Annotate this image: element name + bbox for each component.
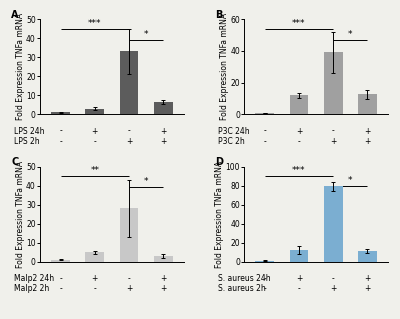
Text: S. aureus 2h: S. aureus 2h xyxy=(218,285,266,293)
Text: +: + xyxy=(364,127,371,136)
Bar xyxy=(324,52,343,114)
Y-axis label: Fold Expression TNFa mRNA: Fold Expression TNFa mRNA xyxy=(215,160,224,268)
Text: +: + xyxy=(364,285,371,293)
Text: +: + xyxy=(330,285,336,293)
Text: ***: *** xyxy=(292,19,306,28)
Text: -: - xyxy=(263,285,266,293)
Text: +: + xyxy=(364,137,371,146)
Y-axis label: Fold Expression TNFa mRNA: Fold Expression TNFa mRNA xyxy=(16,13,25,120)
Bar xyxy=(85,252,104,262)
Text: -: - xyxy=(263,274,266,283)
Y-axis label: Fold Expression TNFa mRNA: Fold Expression TNFa mRNA xyxy=(220,13,229,120)
Bar xyxy=(51,112,70,114)
Bar xyxy=(154,102,173,114)
Text: -: - xyxy=(94,285,96,293)
Text: D: D xyxy=(216,157,224,167)
Text: ***: *** xyxy=(88,19,102,28)
Text: -: - xyxy=(128,127,130,136)
Text: +: + xyxy=(92,127,98,136)
Text: +: + xyxy=(160,137,166,146)
Text: P3C 2h: P3C 2h xyxy=(218,137,245,146)
Text: *: * xyxy=(348,175,352,185)
Text: Malp2 2h: Malp2 2h xyxy=(14,285,49,293)
Text: -: - xyxy=(332,127,334,136)
Bar xyxy=(255,261,274,262)
Text: -: - xyxy=(263,127,266,136)
Bar xyxy=(51,260,70,262)
Bar xyxy=(120,208,138,262)
Text: *: * xyxy=(144,30,148,39)
Text: A: A xyxy=(11,10,19,20)
Bar xyxy=(120,51,138,114)
Text: C: C xyxy=(11,157,18,167)
Text: *: * xyxy=(348,30,352,39)
Bar xyxy=(154,256,173,262)
Bar xyxy=(255,113,274,114)
Text: +: + xyxy=(296,127,302,136)
Bar xyxy=(290,95,308,114)
Text: LPS 2h: LPS 2h xyxy=(14,137,40,146)
Text: -: - xyxy=(332,274,334,283)
Text: -: - xyxy=(59,127,62,136)
Text: +: + xyxy=(330,137,336,146)
Text: +: + xyxy=(160,285,166,293)
Text: +: + xyxy=(92,274,98,283)
Text: -: - xyxy=(298,137,300,146)
Text: LPS 24h: LPS 24h xyxy=(14,127,45,136)
Text: -: - xyxy=(263,137,266,146)
Text: -: - xyxy=(128,274,130,283)
Text: +: + xyxy=(126,285,132,293)
Text: P3C 24h: P3C 24h xyxy=(218,127,250,136)
Text: -: - xyxy=(94,137,96,146)
Y-axis label: Fold Expression TNFa mRNA: Fold Expression TNFa mRNA xyxy=(16,160,25,268)
Text: -: - xyxy=(298,285,300,293)
Text: +: + xyxy=(160,127,166,136)
Text: **: ** xyxy=(90,166,99,175)
Bar xyxy=(85,108,104,114)
Text: ***: *** xyxy=(292,166,306,175)
Text: S. aureus 24h: S. aureus 24h xyxy=(218,274,271,283)
Text: Malp2 24h: Malp2 24h xyxy=(14,274,54,283)
Bar xyxy=(358,251,377,262)
Bar xyxy=(358,94,377,114)
Text: -: - xyxy=(59,285,62,293)
Text: B: B xyxy=(216,10,223,20)
Text: *: * xyxy=(144,177,148,187)
Text: +: + xyxy=(296,274,302,283)
Bar xyxy=(324,187,343,262)
Text: +: + xyxy=(126,137,132,146)
Text: +: + xyxy=(160,274,166,283)
Text: +: + xyxy=(364,274,371,283)
Bar xyxy=(290,250,308,262)
Text: -: - xyxy=(59,274,62,283)
Text: -: - xyxy=(59,137,62,146)
